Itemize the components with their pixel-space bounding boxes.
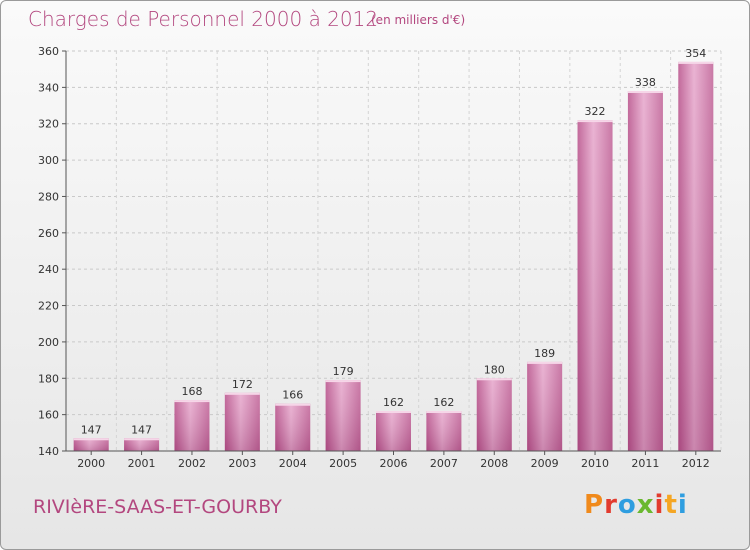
logo-letter: t — [664, 490, 678, 520]
bar-shade — [73, 438, 109, 451]
x-tick-label: 2010 — [581, 457, 609, 470]
x-tick-label: 2005 — [329, 457, 357, 470]
x-tick-label: 2004 — [279, 457, 307, 470]
bar-top — [678, 61, 714, 64]
bar-shade — [275, 403, 311, 451]
axes: 140 160 180 200 220 240 260 280 300 320 340 360 2000… — [38, 45, 721, 470]
y-tick-label: 220 — [38, 300, 59, 313]
bar-shade — [527, 361, 563, 451]
bar-value-label: 147 — [131, 423, 152, 436]
logo-letter: x — [636, 490, 655, 520]
gridlines — [65, 50, 722, 452]
proxiti-logo: Proxiti — [584, 490, 688, 520]
x-tick-label: 2011 — [631, 457, 659, 470]
logo-letter: i — [654, 490, 665, 520]
bar-value-label: 180 — [484, 363, 505, 376]
x-tick-label: 2009 — [531, 457, 559, 470]
bar-top — [124, 438, 160, 441]
chart-subtitle: (en milliers d'€) — [371, 13, 466, 27]
bar-value-label: 172 — [232, 378, 253, 391]
bar-shade — [678, 61, 714, 452]
bar-shade — [476, 378, 512, 451]
bar-value-label: 338 — [635, 76, 656, 89]
y-tick-label: 140 — [38, 445, 59, 458]
bar-shade — [174, 400, 210, 451]
bar-value-label: 147 — [81, 423, 102, 436]
y-tick-label: 180 — [38, 372, 59, 385]
x-tick-label: 2003 — [228, 457, 256, 470]
x-tick-label: 2012 — [682, 457, 710, 470]
bar-top — [527, 361, 563, 364]
bar-value-label: 189 — [534, 347, 555, 360]
y-tick-label: 240 — [38, 263, 59, 276]
x-tick-label: 2008 — [480, 457, 508, 470]
y-tick-label: 260 — [38, 227, 59, 240]
y-tick-label: 280 — [38, 190, 59, 203]
bar-shade — [376, 411, 411, 451]
bar-top — [325, 380, 361, 383]
y-tick-label: 160 — [38, 409, 59, 422]
logo-letter: P — [584, 490, 605, 520]
bar-shade — [124, 438, 160, 451]
bar-top — [476, 378, 512, 381]
bar-shade — [577, 120, 613, 451]
y-tick-label: 320 — [38, 118, 59, 131]
bar-shade — [224, 392, 260, 451]
x-tick-label: 2006 — [380, 457, 408, 470]
y-tick-label: 300 — [38, 154, 59, 167]
bar-top — [73, 438, 109, 441]
bar-value-label: 322 — [585, 105, 606, 118]
bar-value-label: 162 — [383, 396, 404, 409]
x-tick-label: 2002 — [178, 457, 206, 470]
y-tick-label: 200 — [38, 336, 59, 349]
bar-top — [275, 403, 311, 406]
bar-top — [627, 91, 663, 93]
bar-shade — [627, 91, 663, 451]
bar-shade — [426, 411, 462, 451]
x-tick-label: 2000 — [77, 457, 105, 470]
bar-value-label: 162 — [433, 396, 454, 409]
bar-value-label: 179 — [333, 365, 354, 378]
chart-title: Charges de Personnel 2000 à 2012 — [28, 7, 379, 31]
logo-letter: i — [677, 490, 688, 520]
bar-value-label: 168 — [181, 385, 202, 398]
x-tick-label: 2007 — [430, 457, 458, 470]
bar-top — [577, 120, 613, 123]
commune-name: RIVIèRE-SAAS-ET-GOURBY — [33, 496, 282, 518]
bars: 147 147 168 172 166 179 162 162 180 189 322 338 354 — [73, 47, 714, 452]
bar-shade — [325, 380, 361, 451]
y-tick-label: 340 — [38, 81, 59, 94]
bar-value-label: 354 — [685, 47, 706, 60]
bar-value-label: 166 — [282, 389, 303, 402]
logo-letter: o — [617, 490, 637, 520]
y-tick-label: 360 — [38, 45, 59, 58]
bar-top — [174, 400, 210, 403]
x-tick-label: 2001 — [128, 457, 156, 470]
logo-letter: r — [604, 490, 618, 520]
bar-top — [376, 411, 411, 413]
bar-top — [224, 392, 260, 395]
bar-top — [426, 411, 462, 413]
